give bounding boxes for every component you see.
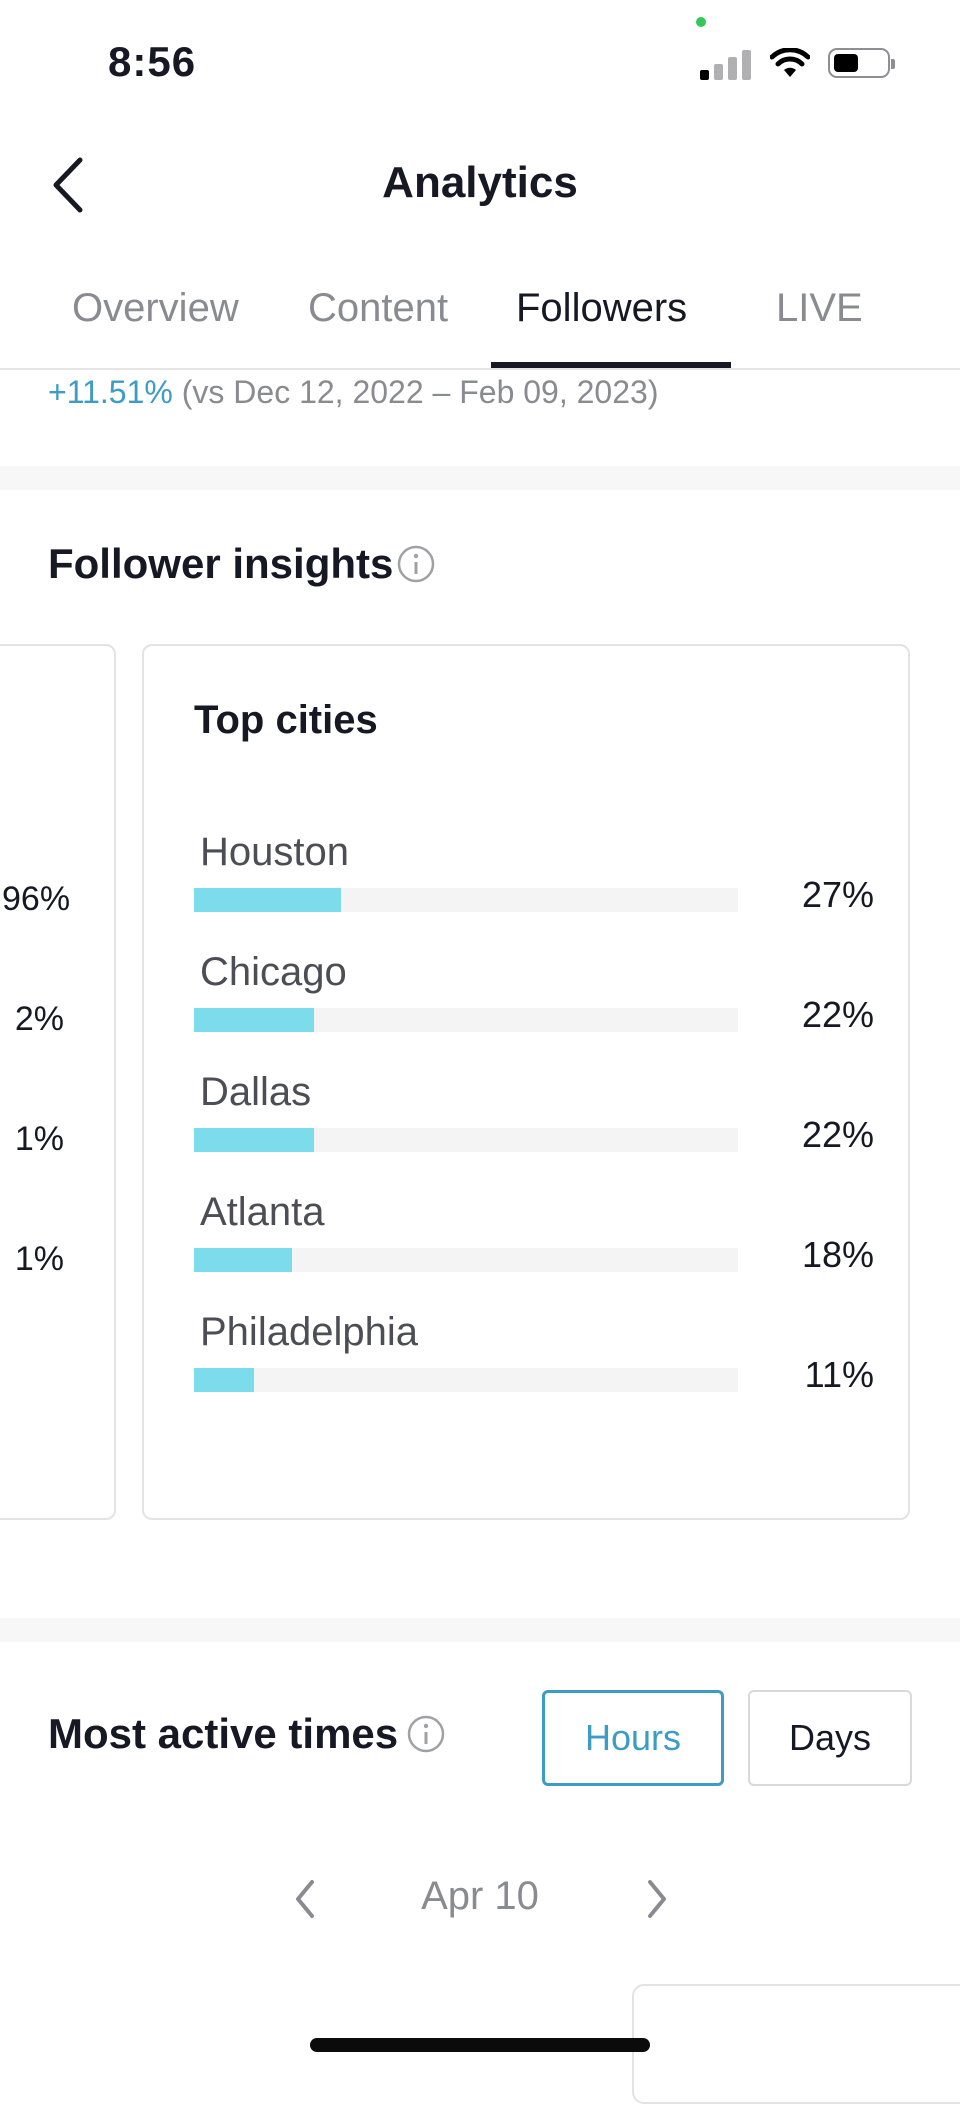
- chevron-right-icon[interactable]: [636, 1874, 676, 1924]
- city-percent: 22%: [801, 994, 874, 1035]
- city-row: Houston 27%: [194, 830, 874, 930]
- city-row: Dallas 22%: [194, 1070, 874, 1170]
- city-bar-fill: [194, 1248, 292, 1272]
- city-name: Atlanta: [200, 1190, 325, 1234]
- date-navigator: Apr 10: [0, 1868, 960, 1928]
- activity-tooltip-card: [632, 1984, 960, 2104]
- tab-overview[interactable]: Overview: [72, 286, 239, 330]
- city-percent: 18%: [801, 1234, 874, 1275]
- previous-card-value: 1%: [14, 1120, 64, 1158]
- city-percent: 11%: [804, 1354, 874, 1395]
- active-tab-indicator: [491, 362, 731, 368]
- city-bar-track: [194, 1128, 738, 1152]
- tab-content[interactable]: Content: [308, 286, 449, 330]
- tab-followers[interactable]: Followers: [516, 286, 688, 330]
- city-row: Philadelphia 11%: [194, 1310, 874, 1410]
- wifi-icon: [770, 48, 810, 77]
- city-row: Atlanta 18%: [194, 1190, 874, 1290]
- home-indicator: [310, 2038, 650, 2052]
- tab-live[interactable]: LIVE: [776, 286, 863, 330]
- city-bar-track: [194, 1248, 738, 1272]
- top-cities-card[interactable]: Top cities Houston 27% Chicago 22% Dalla…: [142, 644, 910, 1520]
- previous-card-value: 96%: [2, 880, 71, 918]
- city-bar-fill: [194, 1128, 314, 1152]
- nav-header: Analytics: [0, 130, 960, 240]
- follower-insights-title: Follower insights: [48, 540, 394, 587]
- section-divider: [0, 1618, 960, 1642]
- cellular-signal-icon: [700, 48, 752, 80]
- city-name: Dallas: [200, 1070, 312, 1114]
- page-title: Analytics: [382, 158, 578, 207]
- status-bar: 8:56: [0, 0, 960, 120]
- info-icon[interactable]: [396, 544, 436, 584]
- chevron-left-icon[interactable]: [286, 1874, 326, 1924]
- city-bar-track: [194, 1368, 738, 1392]
- city-bar-fill: [194, 1368, 254, 1392]
- most-active-times-title: Most active times: [48, 1710, 399, 1757]
- previous-card-value: 2%: [14, 1000, 64, 1038]
- info-icon[interactable]: [406, 1714, 446, 1754]
- top-cities-title: Top cities: [194, 698, 378, 742]
- city-name: Chicago: [200, 950, 347, 994]
- days-toggle-button[interactable]: Days: [748, 1690, 912, 1786]
- city-bar-fill: [194, 1008, 314, 1032]
- privacy-indicator-dot: [696, 17, 706, 27]
- date-label: Apr 10: [421, 1874, 539, 1918]
- growth-comparison: (vs Dec 12, 2022 – Feb 09, 2023): [181, 374, 659, 410]
- back-arrow-icon[interactable]: [40, 150, 100, 220]
- city-bar-track: [194, 1008, 738, 1032]
- status-time: 8:56: [108, 38, 197, 85]
- previous-card-value: 1%: [14, 1240, 64, 1278]
- hours-toggle-button[interactable]: Hours: [542, 1690, 724, 1786]
- city-row: Chicago 22%: [194, 950, 874, 1050]
- city-bar-track: [194, 888, 738, 912]
- city-percent: 27%: [801, 874, 874, 915]
- analytics-tabs: Overview Content Followers LIVE: [0, 270, 960, 370]
- follower-growth: +11.51% (vs Dec 12, 2022 – Feb 09, 2023): [48, 374, 658, 411]
- city-bar-fill: [194, 888, 341, 912]
- growth-percent: +11.51%: [48, 374, 173, 410]
- battery-icon: [828, 48, 895, 78]
- city-name: Philadelphia: [200, 1310, 418, 1354]
- city-percent: 22%: [801, 1114, 874, 1155]
- insights-card-previous[interactable]: 96% 2% 1% 1%: [0, 644, 116, 1520]
- city-name: Houston: [200, 830, 349, 874]
- section-divider: [0, 466, 960, 490]
